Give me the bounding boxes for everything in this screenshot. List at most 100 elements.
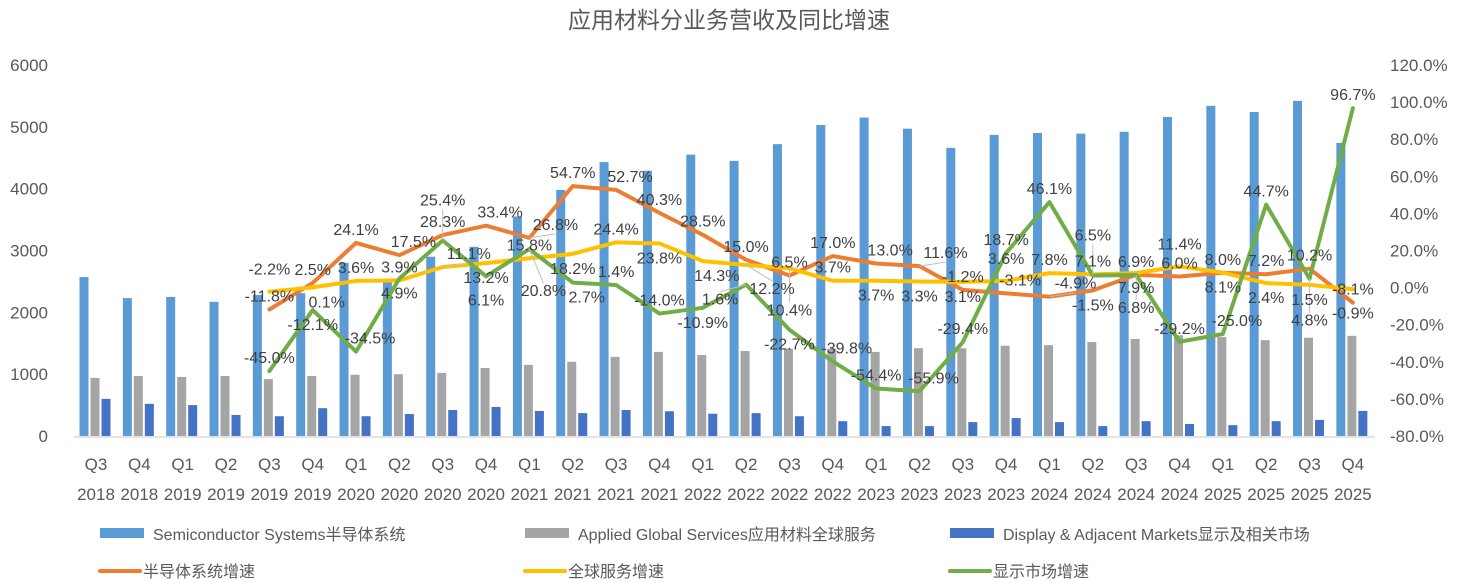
data-label: -4.9% bbox=[1055, 276, 1097, 293]
data-label: 2.5% bbox=[294, 262, 330, 279]
left-axis-tick: 6000 bbox=[10, 56, 48, 75]
x-tick-year: 2023 bbox=[987, 485, 1025, 504]
data-label: -12.1% bbox=[287, 317, 338, 334]
data-label: 54.7% bbox=[550, 165, 595, 182]
data-label: 6.0% bbox=[1161, 255, 1197, 272]
bar-semiconductor bbox=[989, 134, 999, 436]
bar-display bbox=[1185, 423, 1194, 436]
data-label: 2.7% bbox=[569, 290, 605, 307]
x-tick-year: 2019 bbox=[207, 485, 245, 504]
x-tick-year: 2024 bbox=[1074, 485, 1112, 504]
bar-display bbox=[448, 410, 458, 436]
bar-semiconductor bbox=[946, 147, 956, 436]
x-tick-quarter: Q1 bbox=[171, 455, 194, 474]
x-tick-year: 2024 bbox=[1117, 485, 1155, 504]
x-tick-year: 2019 bbox=[164, 485, 202, 504]
x-tick-quarter: Q3 bbox=[431, 455, 454, 474]
data-label: -45.0% bbox=[244, 350, 295, 367]
legend-label: Applied Global Services应用材料全球服务 bbox=[578, 525, 876, 544]
bar-semiconductor bbox=[122, 298, 132, 436]
data-label: 25.4% bbox=[420, 192, 465, 209]
x-tick-quarter: Q1 bbox=[691, 455, 714, 474]
x-tick-quarter: Q1 bbox=[345, 455, 368, 474]
x-tick-year: 2025 bbox=[1204, 485, 1242, 504]
bar-display bbox=[1228, 425, 1238, 436]
bar-semiconductor bbox=[1119, 131, 1129, 436]
x-tick-year: 2022 bbox=[684, 485, 722, 504]
bar-semiconductor bbox=[1076, 133, 1086, 436]
data-label: 28.3% bbox=[420, 214, 465, 231]
x-tick-quarter: Q2 bbox=[1255, 455, 1278, 474]
x-tick-year: 2025 bbox=[1291, 485, 1329, 504]
x-tick-quarter: Q3 bbox=[85, 455, 108, 474]
data-label: 7.8% bbox=[1031, 252, 1067, 269]
data-label: -10.9% bbox=[677, 315, 728, 332]
bar-services bbox=[1000, 345, 1010, 436]
data-label: 24.1% bbox=[333, 222, 378, 239]
bar-services bbox=[1130, 338, 1140, 436]
data-label: 11.1% bbox=[447, 246, 491, 263]
right-axis-tick: -20.0% bbox=[1390, 316, 1444, 335]
data-label: 6.1% bbox=[468, 292, 504, 309]
bar-display bbox=[838, 421, 848, 436]
x-tick-quarter: Q3 bbox=[258, 455, 281, 474]
bar-services bbox=[1217, 337, 1227, 436]
data-label: -0.9% bbox=[1332, 305, 1374, 322]
bar-semiconductor bbox=[512, 216, 522, 436]
data-label: -29.2% bbox=[1154, 321, 1205, 338]
data-label: 14.3% bbox=[694, 268, 739, 285]
bar-display bbox=[1271, 421, 1281, 436]
bar-semiconductor bbox=[296, 293, 306, 436]
x-tick-year: 2022 bbox=[771, 485, 809, 504]
bar-semiconductor bbox=[382, 282, 392, 436]
data-label: -8.1% bbox=[1332, 282, 1374, 299]
right-axis-tick: 80.0% bbox=[1390, 130, 1438, 149]
data-label: 2.4% bbox=[1248, 290, 1284, 307]
bar-services bbox=[740, 350, 750, 436]
line-series-0 bbox=[267, 184, 1355, 312]
x-tick-quarter: Q2 bbox=[908, 455, 931, 474]
bar-services bbox=[1347, 335, 1357, 436]
x-tick-year: 2020 bbox=[467, 485, 505, 504]
legend-label: 全球服务增速 bbox=[568, 563, 664, 581]
bar-services bbox=[350, 374, 360, 436]
left-axis-tick: 3000 bbox=[10, 242, 48, 261]
bar-semiconductor bbox=[79, 277, 89, 436]
data-label: 26.8% bbox=[533, 217, 578, 234]
x-tick-quarter: Q1 bbox=[1211, 455, 1234, 474]
data-label: 13.0% bbox=[867, 242, 912, 259]
x-tick-quarter: Q3 bbox=[1298, 455, 1321, 474]
data-label: 3.3% bbox=[901, 288, 937, 305]
right-axis-tick: 0.0% bbox=[1390, 279, 1429, 298]
bar-display bbox=[1054, 422, 1064, 436]
x-tick-quarter: Q3 bbox=[1125, 455, 1148, 474]
bar-display bbox=[231, 414, 241, 436]
label-leader-line bbox=[442, 262, 469, 268]
bar-services bbox=[783, 348, 793, 436]
x-tick-year: 2019 bbox=[294, 485, 332, 504]
bar-display bbox=[491, 406, 501, 436]
data-label: 3.7% bbox=[815, 260, 851, 277]
label-leaders-layer bbox=[442, 209, 1311, 313]
bar-display bbox=[1098, 426, 1108, 436]
bar-display bbox=[1358, 410, 1368, 436]
data-label: -1.5% bbox=[1072, 297, 1114, 314]
bar-semiconductor bbox=[729, 160, 739, 436]
data-label: 18.2% bbox=[550, 261, 595, 278]
bar-display bbox=[101, 398, 111, 436]
data-label: -55.9% bbox=[908, 370, 959, 387]
x-tick-quarter: Q2 bbox=[561, 455, 584, 474]
x-tick-quarter: Q4 bbox=[821, 455, 844, 474]
x-tick-quarter: Q3 bbox=[605, 455, 628, 474]
x-tick-year: 2022 bbox=[727, 485, 765, 504]
bar-display bbox=[621, 410, 631, 436]
x-tick-year: 2024 bbox=[1161, 485, 1199, 504]
right-axis-tick: 120.0% bbox=[1390, 56, 1448, 75]
data-label: 8.0% bbox=[1205, 252, 1241, 269]
x-tick-quarter: Q3 bbox=[778, 455, 801, 474]
data-label: 3.7% bbox=[858, 288, 894, 305]
data-label: 6.5% bbox=[771, 255, 807, 272]
data-label: 1.5% bbox=[1291, 292, 1327, 309]
line-series-2 bbox=[267, 106, 1355, 394]
